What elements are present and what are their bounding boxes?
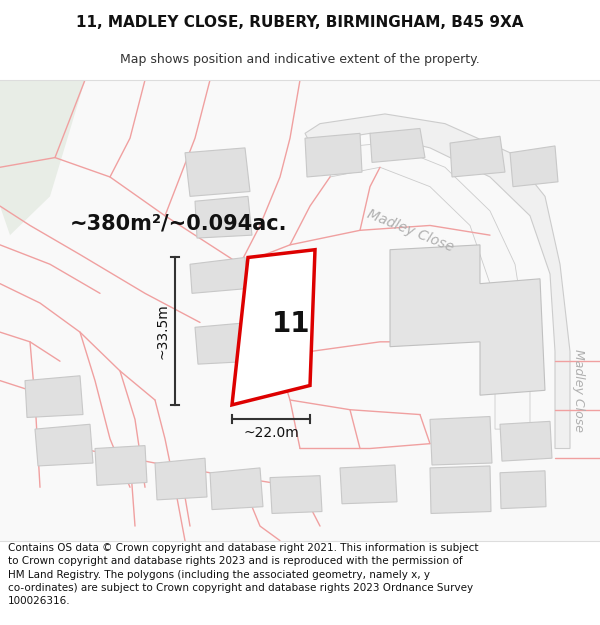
Text: 11: 11 bbox=[272, 311, 311, 338]
Text: ~33.5m: ~33.5m bbox=[156, 303, 170, 359]
Polygon shape bbox=[510, 146, 558, 187]
Polygon shape bbox=[195, 196, 252, 238]
Polygon shape bbox=[0, 80, 85, 235]
Text: ~22.0m: ~22.0m bbox=[243, 426, 299, 441]
Text: Madley Close: Madley Close bbox=[365, 207, 455, 254]
Polygon shape bbox=[270, 476, 322, 514]
Polygon shape bbox=[232, 250, 315, 405]
Text: Contains OS data © Crown copyright and database right 2021. This information is : Contains OS data © Crown copyright and d… bbox=[8, 543, 478, 606]
Polygon shape bbox=[330, 143, 530, 429]
Polygon shape bbox=[430, 466, 491, 514]
Polygon shape bbox=[95, 446, 147, 486]
Polygon shape bbox=[450, 136, 505, 177]
Polygon shape bbox=[190, 258, 248, 293]
Text: ~380m²/~0.094ac.: ~380m²/~0.094ac. bbox=[70, 214, 287, 234]
Polygon shape bbox=[340, 465, 397, 504]
Text: Madley Close: Madley Close bbox=[571, 349, 584, 432]
Text: Map shows position and indicative extent of the property.: Map shows position and indicative extent… bbox=[120, 54, 480, 66]
Polygon shape bbox=[35, 424, 93, 466]
Polygon shape bbox=[390, 245, 545, 395]
Polygon shape bbox=[305, 133, 362, 177]
Polygon shape bbox=[370, 129, 425, 162]
Polygon shape bbox=[25, 376, 83, 418]
Polygon shape bbox=[195, 322, 254, 364]
Polygon shape bbox=[305, 114, 570, 449]
Polygon shape bbox=[155, 458, 207, 500]
Polygon shape bbox=[430, 416, 492, 465]
Polygon shape bbox=[500, 471, 546, 509]
Polygon shape bbox=[210, 468, 263, 509]
Polygon shape bbox=[500, 421, 552, 461]
Text: 11, MADLEY CLOSE, RUBERY, BIRMINGHAM, B45 9XA: 11, MADLEY CLOSE, RUBERY, BIRMINGHAM, B4… bbox=[76, 15, 524, 30]
Polygon shape bbox=[185, 148, 250, 196]
